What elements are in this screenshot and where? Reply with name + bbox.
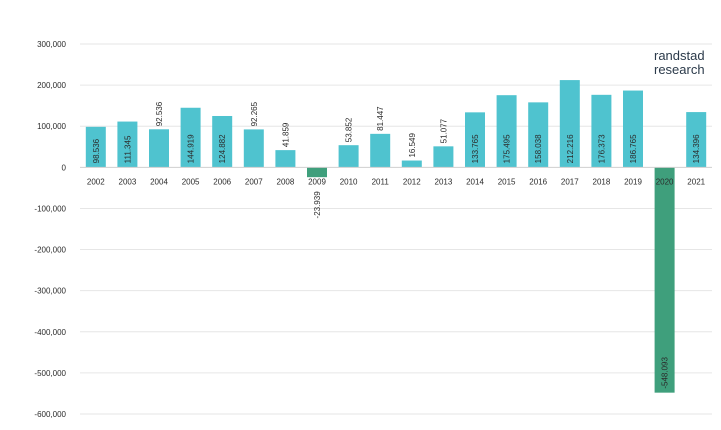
bar [180,107,201,168]
x-tick-label: 2005 [182,177,200,186]
bar [559,80,580,168]
data-label: 144.919 [187,134,196,163]
bar [117,121,138,168]
bar [307,167,327,178]
bar [338,145,359,168]
y-tick-label: 300,000 [37,40,66,49]
data-label: 175.495 [503,134,512,163]
x-tick-label: 2008 [277,177,295,186]
y-tick-label: 0 [62,163,67,172]
bar [686,112,707,168]
data-label: 158.038 [534,134,543,163]
y-tick-label: 100,000 [37,122,66,131]
bars [85,80,707,393]
x-tick-label: 2018 [593,177,611,186]
data-label: 92.265 [250,101,259,126]
y-tick-label: -200,000 [34,246,66,255]
bar [149,129,169,168]
bar [243,129,264,168]
data-label: 212.216 [566,134,575,163]
x-tick-label: 2016 [529,177,547,186]
data-labels: 98.536 111.345 92.536 144.919 124.882 92.265 4… [92,101,701,388]
bar [654,167,675,393]
y-tick-label: -500,000 [34,369,66,378]
bar [528,102,549,168]
y-tick-label: -400,000 [34,328,66,337]
data-label: -548.093 [661,357,670,389]
x-tick-label: 2003 [119,177,137,186]
data-label: 41.859 [281,122,290,147]
bar [275,150,296,168]
y-axis-tick-labels: 300,000 200,000 100,000 0 -100,000 -200,000 -3… [34,40,66,419]
data-label: 111.345 [123,135,132,163]
data-label: 51.077 [439,118,448,143]
y-tick-label: -100,000 [34,204,66,213]
y-tick-label: 200,000 [37,81,66,90]
y-tick-label: -600,000 [34,410,66,419]
bar [433,146,454,168]
bar [623,90,643,168]
y-tick-label: -300,000 [34,287,66,296]
x-tick-label: 2009 [308,177,326,186]
data-label: 16.549 [408,133,417,158]
bar [496,95,517,168]
x-tick-label: 2004 [150,177,168,186]
x-tick-label: 2006 [213,177,231,186]
brand-line-2: research [654,62,705,77]
brand-line-1: randstad [654,48,705,63]
data-label: 53.852 [345,117,354,142]
data-label: 81.447 [376,106,385,131]
data-label: -23.939 [313,191,322,219]
bar [85,126,106,168]
data-label: 92.536 [155,101,164,126]
data-label: 176.373 [597,134,606,163]
x-tick-label: 2017 [561,177,579,186]
x-tick-label: 2010 [340,177,358,186]
data-label: 134.396 [692,134,701,163]
x-tick-label: 2020 [656,177,674,186]
data-label: 186.765 [629,134,638,163]
x-axis-tick-labels: 2002 2003 2004 2005 2006 2007 2008 2009 2010 2011… [87,177,706,186]
x-tick-label: 2015 [498,177,516,186]
data-label: 98.536 [92,138,101,163]
brand-logo: randstad research [654,49,705,77]
x-tick-label: 2007 [245,177,263,186]
gridlines [80,43,712,415]
data-label: 124.882 [218,134,227,163]
x-tick-label: 2011 [372,177,390,186]
bar [370,133,391,168]
data-label: 133.765 [471,134,480,163]
bar [401,160,422,168]
x-tick-label: 2002 [87,177,105,186]
x-tick-label: 2012 [403,177,421,186]
x-tick-label: 2019 [624,177,642,186]
x-tick-label: 2014 [466,177,484,186]
x-tick-label: 2013 [435,177,453,186]
bar [591,94,612,168]
bar [465,112,485,168]
bar [212,115,233,168]
x-tick-label: 2021 [687,177,705,186]
